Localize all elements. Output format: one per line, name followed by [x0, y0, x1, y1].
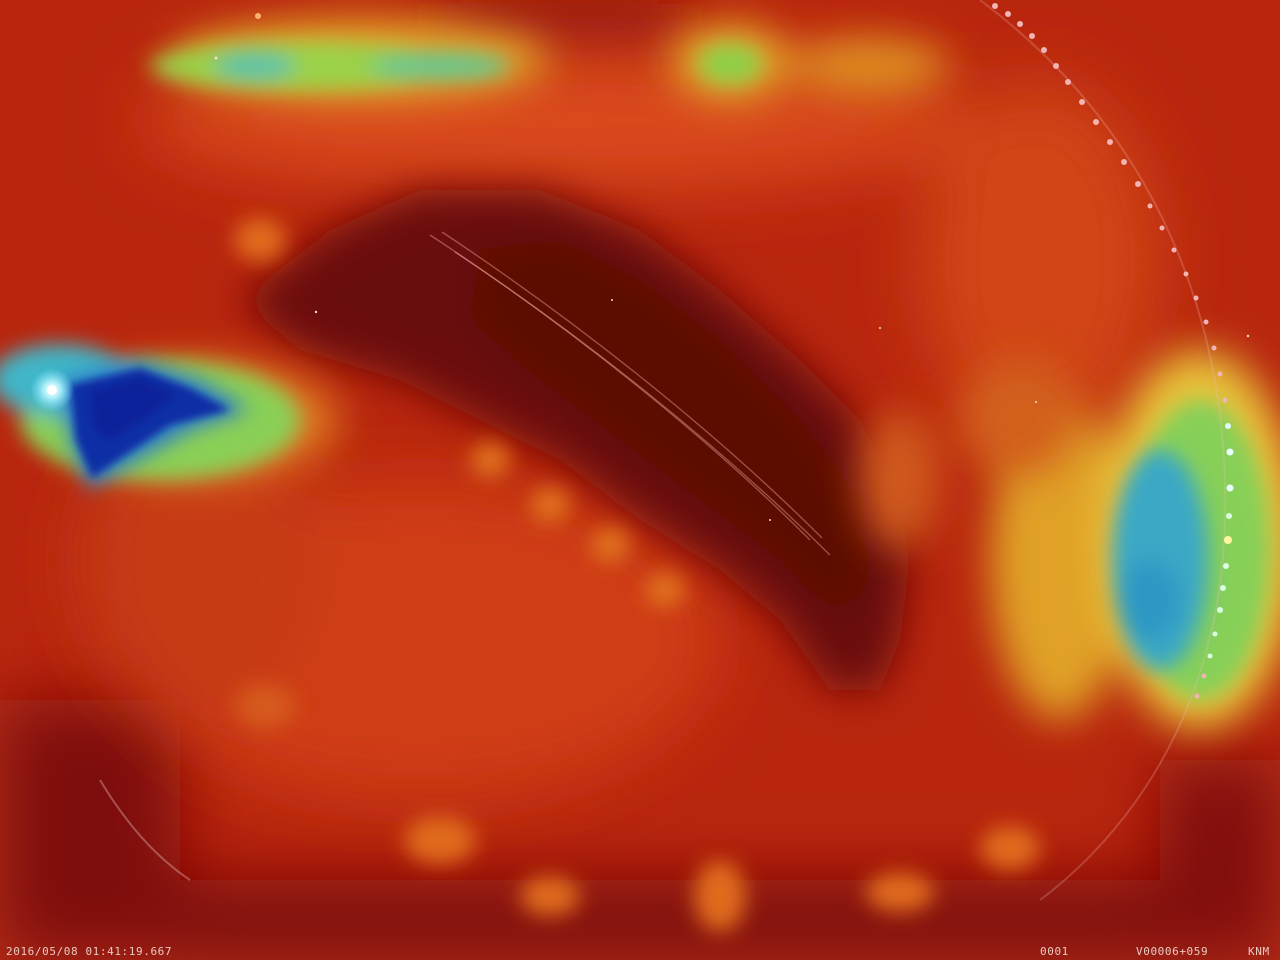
timestamp-label: 2016/05/08 01:41:19.667: [6, 945, 173, 958]
faint-stars: [214, 13, 1250, 521]
blue-core: [70, 368, 230, 478]
meteor-trail: [992, 3, 1234, 699]
lens-circle-edge: [979, 0, 1227, 901]
hot-spots: [234, 218, 1040, 932]
frame-counter-label: 0001: [1040, 945, 1069, 958]
sequence-id-label: V00006+059: [1136, 945, 1209, 958]
satellite-streaks: [429, 231, 831, 556]
central-dark-arc: [240, 190, 910, 690]
station-code-label: KNM: [1248, 945, 1270, 958]
